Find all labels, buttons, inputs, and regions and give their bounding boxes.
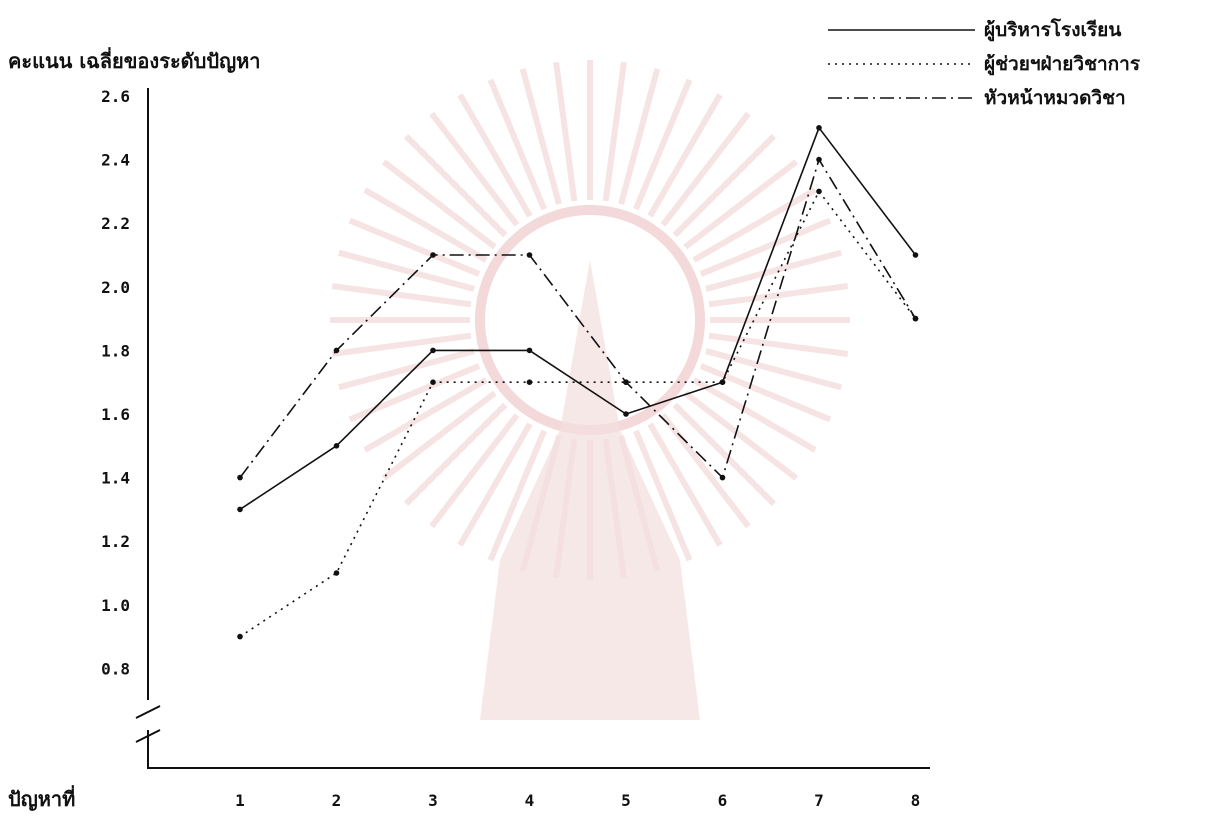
- x-tick-label: 5: [621, 791, 631, 810]
- watermark-ray: [381, 390, 497, 481]
- watermark-ray: [519, 68, 562, 205]
- watermark-ray: [672, 402, 776, 506]
- x-tick-label: 7: [814, 791, 824, 810]
- watermark-ray: [708, 332, 849, 357]
- watermark-ray: [429, 111, 520, 227]
- watermark-ray: [363, 377, 488, 453]
- watermark-ray: [633, 429, 693, 562]
- data-point: [816, 156, 822, 163]
- y-tick-label: 0.8: [101, 659, 130, 678]
- watermark-ray: [647, 422, 723, 547]
- x-axis-title: ปัญหาที่: [8, 784, 75, 811]
- watermark-ray: [672, 134, 776, 238]
- watermark-ray: [705, 348, 842, 391]
- series-layer: [237, 125, 919, 640]
- watermark-ray: [633, 78, 693, 211]
- watermark-ray: [338, 249, 475, 292]
- y-tick-label: 1.4: [101, 469, 130, 488]
- y-tick-label: 2.4: [101, 151, 130, 170]
- watermark-ray: [331, 283, 472, 308]
- axis-break-mark: [135, 705, 161, 743]
- data-point: [430, 347, 436, 354]
- watermark-seal: [330, 60, 850, 720]
- legend-label: หัวหน้าหมวดวิชา: [984, 87, 1126, 109]
- data-point: [237, 506, 243, 513]
- data-point: [430, 252, 436, 258]
- watermark-ray: [692, 187, 817, 263]
- data-point: [719, 474, 726, 481]
- data-point: [526, 252, 533, 258]
- watermark-tower: [480, 260, 700, 720]
- data-point: [526, 347, 533, 354]
- watermark-ray: [487, 78, 547, 211]
- y-tick-label: 1.0: [101, 596, 130, 615]
- data-point: [333, 570, 340, 576]
- watermark-ray: [363, 187, 488, 263]
- y-tick-label: 2.0: [101, 278, 130, 297]
- x-tick-label: 6: [718, 791, 728, 810]
- x-tick-label: 1: [235, 791, 245, 810]
- watermark-ray: [381, 159, 497, 250]
- data-point: [237, 474, 243, 481]
- data-point: [333, 347, 340, 354]
- watermark-ray: [457, 422, 533, 547]
- series-line-3: [239, 158, 917, 479]
- y-tick-label: 2.6: [101, 87, 130, 106]
- x-tick-label: 4: [525, 791, 535, 810]
- data-point: [912, 252, 919, 258]
- y-axis-title: คะแนน เฉลี่ยของระดับปัญหา: [8, 46, 261, 73]
- legend-label: ผู้ช่วยฯฝ่ายวิชาการ: [984, 53, 1141, 76]
- watermark-ray: [404, 134, 508, 238]
- data-point: [816, 125, 822, 131]
- legend: ผู้บริหารโรงเรียนผู้ช่วยฯฝ่ายวิชาการหัวห…: [828, 18, 1141, 109]
- watermark-ray: [487, 429, 547, 562]
- x-tick-label: 8: [911, 791, 921, 810]
- watermark-ray: [705, 249, 842, 292]
- x-tick-label: 2: [332, 791, 342, 810]
- legend-label: ผู้บริหารโรงเรียน: [984, 18, 1121, 42]
- watermark-ray: [553, 61, 578, 202]
- x-tick-label: 3: [428, 791, 438, 810]
- watermark-ray: [660, 111, 751, 227]
- watermark-ray: [699, 217, 832, 277]
- watermark-ray: [404, 402, 508, 506]
- data-point: [623, 411, 629, 417]
- data-point: [719, 379, 726, 386]
- watermark-ray: [692, 377, 817, 453]
- y-tick-label: 1.2: [101, 532, 130, 551]
- data-point: [816, 188, 822, 195]
- data-point: [333, 443, 340, 449]
- data-point: [623, 379, 629, 386]
- watermark-ray: [348, 217, 481, 277]
- data-point: [912, 315, 919, 322]
- watermark-ray: [457, 93, 533, 218]
- watermark-ray: [683, 390, 799, 481]
- watermark-ray: [429, 413, 520, 529]
- watermark-ray: [602, 61, 627, 202]
- y-tick-label: 1.6: [101, 405, 130, 424]
- y-tick-labels: 2.6 2.4 2.2 2.0 1.8 1.6 1.4 1.2 1.0 0.8: [101, 87, 130, 678]
- watermark-ray: [647, 93, 723, 218]
- data-point: [237, 633, 243, 640]
- watermark-ray: [618, 68, 661, 205]
- y-tick-label: 1.8: [101, 341, 130, 360]
- data-point: [430, 379, 436, 386]
- x-tick-labels: 1 2 3 4 5 6 7 8: [235, 791, 920, 810]
- series-line-1: [239, 127, 917, 511]
- y-tick-label: 2.2: [101, 214, 130, 233]
- watermark-ray: [699, 363, 832, 423]
- data-point: [526, 379, 533, 386]
- y-axis-lower: [147, 730, 930, 769]
- watermark-ray: [683, 159, 799, 250]
- watermark-ray: [331, 332, 472, 357]
- watermark-ray: [338, 348, 475, 391]
